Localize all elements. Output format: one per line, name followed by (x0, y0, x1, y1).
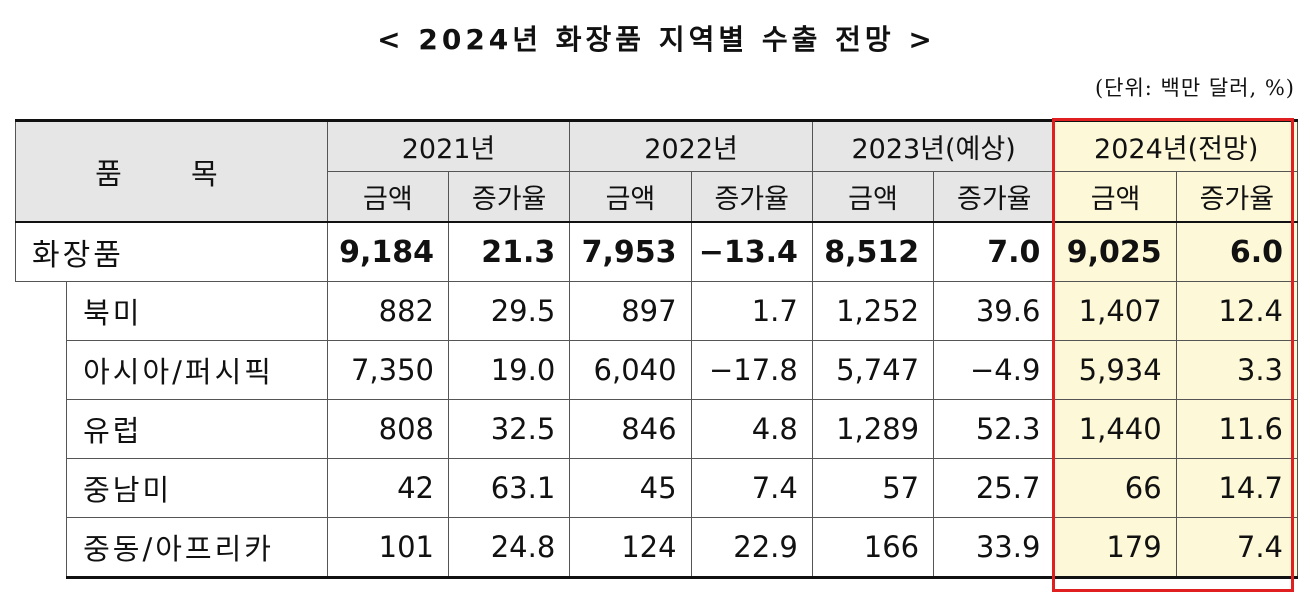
cell-growth: −13.4 (690, 221, 813, 282)
table-row: 중남미 42 63.1 45 7.4 57 25.7 66 14.7 (16, 458, 1299, 518)
cell-amount: 7,953 (569, 221, 692, 282)
cell-amount: 846 (569, 399, 692, 459)
cell-growth: 21.3 (447, 221, 571, 282)
row-label: 화장품 (15, 221, 328, 282)
indent-spacer (15, 281, 68, 578)
cell-growth: 33.9 (933, 517, 1056, 579)
cell-amount: 1,252 (811, 281, 935, 341)
row-label: 아시아/퍼시픽 (66, 340, 328, 400)
header-amount: 금액 (811, 171, 935, 223)
cell-amount: 66 (1054, 458, 1177, 518)
cell-growth: 39.6 (933, 281, 1056, 341)
header-growth: 증가율 (1175, 171, 1299, 223)
header-amount: 금액 (326, 171, 450, 223)
unit-note: (단위: 백만 달러, %) (1094, 76, 1295, 100)
cell-growth: 25.7 (933, 458, 1056, 518)
header-amount: 금액 (569, 171, 692, 223)
header-year-2023: 2023년(예상) (811, 119, 1056, 172)
cell-amount: 1,440 (1054, 399, 1177, 459)
cell-growth: 7.4 (1175, 517, 1299, 579)
cell-amount: 5,747 (811, 340, 935, 400)
header-growth: 증가율 (447, 171, 571, 223)
cell-amount: 179 (1054, 517, 1177, 579)
cell-growth: 19.0 (447, 340, 571, 400)
cell-amount: 6,040 (569, 340, 692, 400)
cell-amount: 7,350 (326, 340, 450, 400)
cell-amount: 57 (811, 458, 935, 518)
cell-growth: 22.9 (690, 517, 813, 579)
cell-amount: 166 (811, 517, 935, 579)
header-year-2021: 2021년 (326, 119, 571, 172)
cell-growth: 14.7 (1175, 458, 1299, 518)
cell-amount: 42 (326, 458, 450, 518)
cell-amount: 9,184 (326, 221, 450, 282)
row-label: 북미 (66, 281, 328, 341)
table-row-total: 화장품 9,184 21.3 7,953 −13.4 8,512 7.0 9,0… (15, 221, 1299, 282)
cell-amount: 45 (569, 458, 692, 518)
table-row: 유럽 808 32.5 846 4.8 1,289 52.3 1,440 11.… (16, 399, 1299, 459)
cell-amount: 9,025 (1054, 221, 1177, 282)
cell-amount: 8,512 (811, 221, 935, 282)
cell-growth: 63.1 (447, 458, 571, 518)
header-growth: 증가율 (933, 171, 1056, 223)
cell-growth: 3.3 (1175, 340, 1299, 400)
cell-amount: 1,289 (811, 399, 935, 459)
cell-growth: 7.0 (933, 221, 1056, 282)
cell-amount: 882 (326, 281, 450, 341)
cell-amount: 1,407 (1054, 281, 1177, 341)
cell-growth: −17.8 (690, 340, 813, 400)
table-row: 중동/아프리카 101 24.8 124 22.9 166 33.9 179 7… (16, 517, 1299, 579)
cell-amount: 124 (569, 517, 692, 579)
cell-growth: 52.3 (933, 399, 1056, 459)
cell-growth: 4.8 (690, 399, 813, 459)
cell-growth: 1.7 (690, 281, 813, 341)
row-label: 중동/아프리카 (66, 517, 328, 579)
cell-amount: 808 (326, 399, 450, 459)
cell-growth: 6.0 (1175, 221, 1299, 282)
row-label: 중남미 (66, 458, 328, 518)
header-growth: 증가율 (690, 171, 813, 223)
page-title: < 2024년 화장품 지역별 수출 전망 > (377, 23, 936, 56)
cell-growth: 11.6 (1175, 399, 1299, 459)
table-row: 북미 882 29.5 897 1.7 1,252 39.6 1,407 12.… (15, 281, 1299, 578)
header-year-2022: 2022년 (569, 119, 813, 172)
cell-amount: 101 (326, 517, 450, 579)
cell-growth: 29.5 (447, 281, 571, 341)
cell-growth: 7.4 (690, 458, 813, 518)
row-label: 유럽 (66, 399, 328, 459)
cell-amount: 897 (569, 281, 692, 341)
cell-amount: 5,934 (1054, 340, 1177, 400)
cell-growth: 32.5 (447, 399, 571, 459)
cell-growth: −4.9 (933, 340, 1056, 400)
header-item: 품 목 (15, 119, 328, 223)
header-amount: 금액 (1054, 171, 1177, 223)
header-year-2024: 2024년(전망) (1054, 119, 1298, 172)
export-forecast-table: 품 목 2021년 2022년 2023년(예상) 2024년(전망) 금액 증… (15, 119, 1299, 579)
table-row: 아시아/퍼시픽 7,350 19.0 6,040 −17.8 5,747 −4.… (16, 340, 1299, 400)
cell-growth: 12.4 (1175, 281, 1299, 341)
cell-growth: 24.8 (447, 517, 571, 579)
